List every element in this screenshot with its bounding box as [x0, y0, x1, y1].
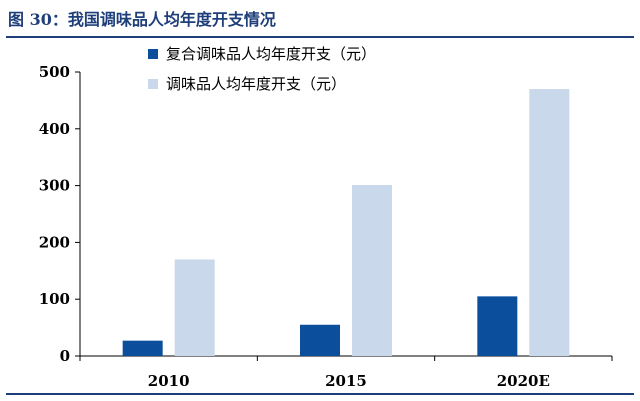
bars [122, 89, 570, 356]
legend-label: 调味品人均年度开支（元） [166, 75, 346, 93]
x-axis: 2010 2015 2020E [79, 355, 613, 390]
y-tick-label: 0 [60, 347, 70, 365]
figure-caption: 图 30：我国调味品人均年度开支情况 [8, 10, 276, 29]
bar-series-1-2020E [477, 296, 518, 356]
y-tick-label: 100 [39, 290, 70, 308]
legend-label: 复合调味品人均年度开支（元） [166, 45, 376, 63]
x-tick-label: 2015 [325, 372, 367, 390]
y-tick-label: 400 [39, 120, 70, 138]
y-tick-label: 200 [39, 233, 70, 251]
bar-series-1-2010 [122, 340, 163, 356]
legend-swatch [148, 49, 158, 59]
x-tick-label: 2020E [497, 372, 550, 390]
bottom-divider [6, 393, 634, 395]
bar-series-2-2015 [352, 185, 392, 356]
x-tick-label: 2010 [148, 372, 190, 390]
y-axis: 0 100 200 300 400 500 [39, 63, 81, 365]
y-tick-label: 300 [39, 177, 70, 195]
y-tick-label: 500 [39, 63, 70, 81]
bar-series-2-2010 [174, 259, 215, 356]
bar-series-2-2020E [529, 89, 570, 356]
legend: 复合调味品人均年度开支（元） 调味品人均年度开支（元） [148, 45, 376, 93]
legend-swatch [148, 79, 158, 89]
caption-divider [6, 36, 634, 38]
bar-series-1-2015 [300, 324, 340, 356]
